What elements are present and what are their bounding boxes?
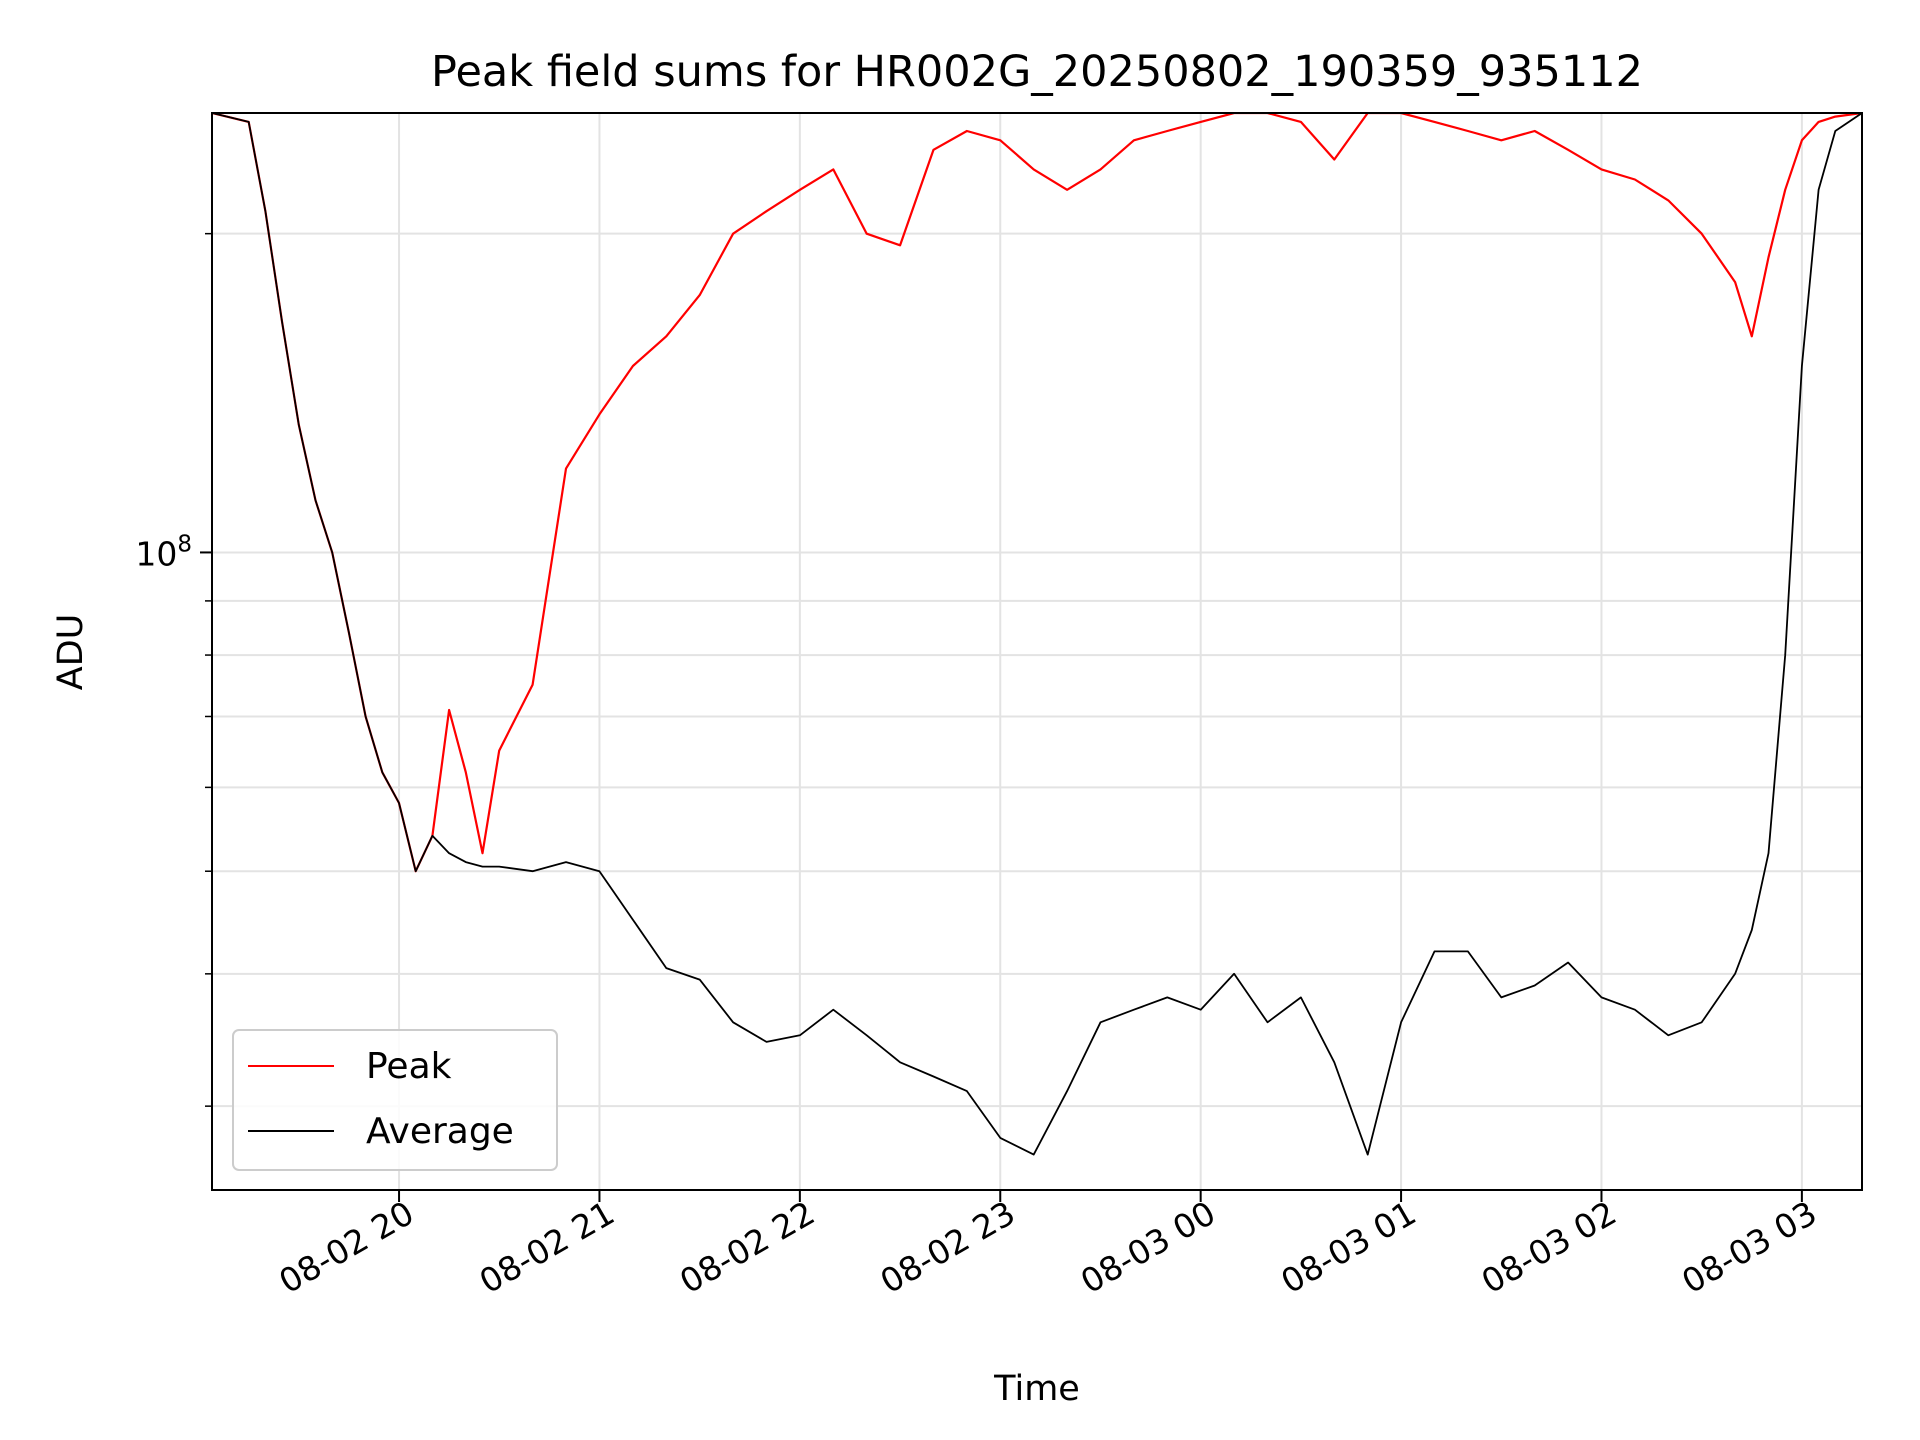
x-tick-label: 08-03 03	[1675, 1193, 1823, 1301]
legend-peak-label: Peak	[366, 1046, 452, 1087]
x-tick-label: 08-03 01	[1274, 1193, 1422, 1301]
series-line-peak	[212, 113, 1862, 873]
series-layer	[212, 113, 1862, 1156]
x-tick-label: 08-02 20	[272, 1193, 420, 1301]
legend-average-label: Average	[366, 1111, 514, 1152]
x-axis-title: Time	[993, 1369, 1080, 1409]
x-tick-label: 08-02 22	[673, 1193, 821, 1301]
chart-title: Peak field sums for HR002G_20250802_1903…	[431, 47, 1643, 97]
grid-layer	[212, 113, 1862, 1190]
x-tick-label: 08-02 21	[473, 1193, 621, 1301]
y-axis-title: ADU	[51, 614, 91, 691]
x-tick-label: 08-03 02	[1475, 1193, 1623, 1301]
series-line-average	[212, 113, 1862, 1156]
plot-frame	[211, 112, 1863, 1191]
legend: Peak Average	[232, 1029, 558, 1171]
y-tick-label: 108	[135, 531, 192, 573]
x-tick-label: 08-02 23	[874, 1193, 1022, 1301]
x-tick-label: 08-03 00	[1074, 1193, 1222, 1301]
